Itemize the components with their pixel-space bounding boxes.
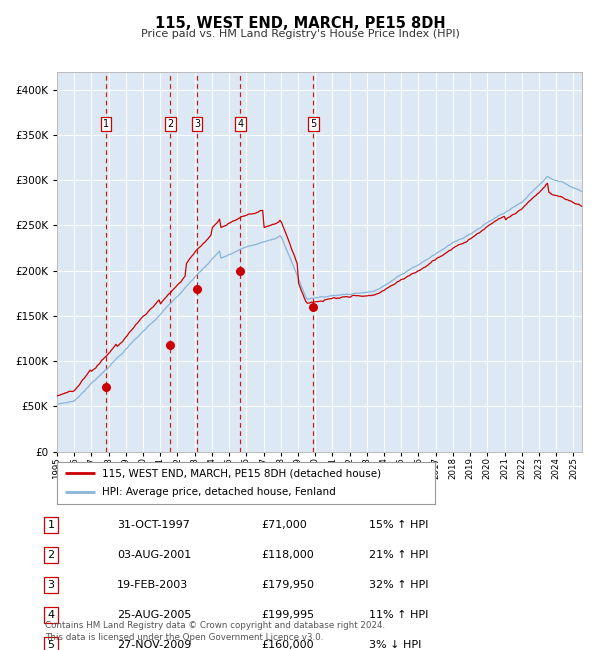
Text: 115, WEST END, MARCH, PE15 8DH: 115, WEST END, MARCH, PE15 8DH <box>155 16 445 31</box>
Text: 2: 2 <box>167 119 173 129</box>
Text: 3: 3 <box>47 580 55 590</box>
Text: 15% ↑ HPI: 15% ↑ HPI <box>369 520 428 530</box>
Text: 27-NOV-2009: 27-NOV-2009 <box>117 640 191 650</box>
Text: £160,000: £160,000 <box>261 640 314 650</box>
Text: 19-FEB-2003: 19-FEB-2003 <box>117 580 188 590</box>
Text: 32% ↑ HPI: 32% ↑ HPI <box>369 580 428 590</box>
Text: £199,995: £199,995 <box>261 610 314 620</box>
Text: 4: 4 <box>47 610 55 620</box>
Text: 21% ↑ HPI: 21% ↑ HPI <box>369 550 428 560</box>
Text: £71,000: £71,000 <box>261 520 307 530</box>
Text: 5: 5 <box>310 119 317 129</box>
Text: 03-AUG-2001: 03-AUG-2001 <box>117 550 191 560</box>
Text: 31-OCT-1997: 31-OCT-1997 <box>117 520 190 530</box>
Text: 115, WEST END, MARCH, PE15 8DH (detached house): 115, WEST END, MARCH, PE15 8DH (detached… <box>103 469 382 478</box>
Text: £179,950: £179,950 <box>261 580 314 590</box>
Text: 11% ↑ HPI: 11% ↑ HPI <box>369 610 428 620</box>
Text: 25-AUG-2005: 25-AUG-2005 <box>117 610 191 620</box>
Text: 4: 4 <box>237 119 244 129</box>
Text: £118,000: £118,000 <box>261 550 314 560</box>
Text: Contains HM Land Registry data © Crown copyright and database right 2024.
This d: Contains HM Land Registry data © Crown c… <box>45 621 385 642</box>
Text: 1: 1 <box>103 119 109 129</box>
Text: 5: 5 <box>47 640 55 650</box>
Text: HPI: Average price, detached house, Fenland: HPI: Average price, detached house, Fenl… <box>103 487 336 497</box>
Text: 2: 2 <box>47 550 55 560</box>
Text: 1: 1 <box>47 520 55 530</box>
Text: 3: 3 <box>194 119 200 129</box>
Text: Price paid vs. HM Land Registry's House Price Index (HPI): Price paid vs. HM Land Registry's House … <box>140 29 460 38</box>
Text: 3% ↓ HPI: 3% ↓ HPI <box>369 640 421 650</box>
